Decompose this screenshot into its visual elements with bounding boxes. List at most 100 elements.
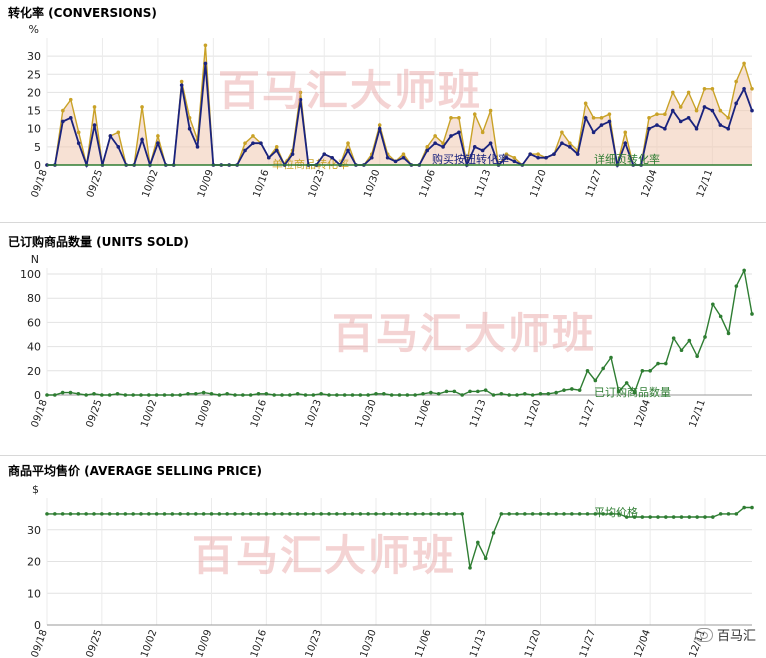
y-tick-label: 15 [27,105,41,118]
data-point [624,515,629,519]
data-point [710,87,715,91]
x-tick-label: 11/20 [523,398,543,429]
data-point [382,391,386,396]
data-point [195,145,200,149]
data-point [421,391,425,396]
data-point [298,90,303,95]
y-tick-label: 0 [34,619,41,632]
data-point [123,512,128,516]
x-tick-label: 09/18 [30,168,50,199]
data-point [266,155,271,160]
data-point [201,390,206,395]
data-point [413,512,417,516]
y-tick-label: 0 [34,159,41,172]
data-point [512,155,517,160]
data-point [84,393,88,397]
data-point [577,512,582,516]
unit-label: % [29,23,39,36]
data-point [687,338,692,343]
y-tick-label: 60 [27,316,41,329]
data-point [186,512,190,516]
data-point [585,369,590,373]
data-point [718,512,723,516]
data-point [342,512,347,516]
data-point [60,390,65,395]
data-point [512,159,517,164]
data-point [441,141,445,146]
x-tick-label: 09/25 [84,398,104,429]
x-tick-label: 10/16 [249,628,269,658]
data-point [405,393,410,397]
data-point [491,393,496,397]
data-point [694,108,699,113]
series-legend-label: 单位商品转化率 [272,157,349,171]
data-point [607,119,612,124]
data-point [483,388,488,392]
series-legend-label: 购买按钮转化率 [432,152,509,166]
data-point [194,391,198,396]
x-tick-label: 11/06 [413,398,433,429]
data-point [710,108,715,113]
x-tick-label: 11/20 [529,168,549,199]
data-point [583,116,588,120]
data-point [632,390,637,395]
data-point [187,126,192,131]
data-point [695,354,699,359]
data-point [358,512,363,516]
x-tick-label: 10/02 [139,398,159,429]
data-point [640,515,645,519]
data-point [342,393,347,397]
data-point [599,116,604,120]
data-point [53,393,57,397]
data-point [678,119,683,124]
data-point [546,512,551,516]
data-point [623,141,628,146]
data-point [703,335,707,339]
data-point [178,512,182,516]
data-point [750,312,754,316]
series-area [47,45,752,165]
data-point [607,112,612,116]
data-point [217,512,222,516]
data-point [84,512,88,516]
data-point [552,152,556,156]
data-point [577,388,582,392]
data-point [593,378,598,383]
data-point [734,284,739,288]
data-point [194,512,198,516]
data-point [663,112,667,116]
data-point [436,512,441,516]
x-tick-label: 10/09 [196,168,216,199]
data-point [460,512,464,516]
x-tick-label: 12/04 [633,398,653,429]
data-point [623,130,628,135]
data-point [750,505,754,510]
data-point [162,393,167,397]
data-point [647,116,651,120]
data-point [664,361,668,366]
data-point [61,119,65,124]
data-point [330,155,334,160]
data-point [656,361,660,366]
data-point [734,101,738,106]
data-point [107,393,112,397]
data-point [679,348,684,353]
data-point [457,116,461,120]
data-point [436,391,441,396]
data-point [491,531,496,535]
series-line [47,268,753,396]
asp-chart: 0 10 20 30 $09/18 09/25 10/02 10/09 10/16 10/23 10… [27,483,754,658]
data-point [694,126,699,131]
data-point [483,556,488,561]
data-point [568,141,572,146]
data-point [528,152,533,156]
x-tick-label: 12/11 [688,398,708,429]
x-tick-label: 11/27 [578,398,598,429]
data-point [290,152,295,156]
data-point [591,116,596,120]
data-point [499,391,504,396]
units-sold-chart: 0 20 40 60 80 100 N 09/18 09/25 10/02 10/09 10/16 10… [20,253,754,429]
data-point [742,268,746,273]
data-point [107,512,112,516]
data-point [523,512,527,516]
